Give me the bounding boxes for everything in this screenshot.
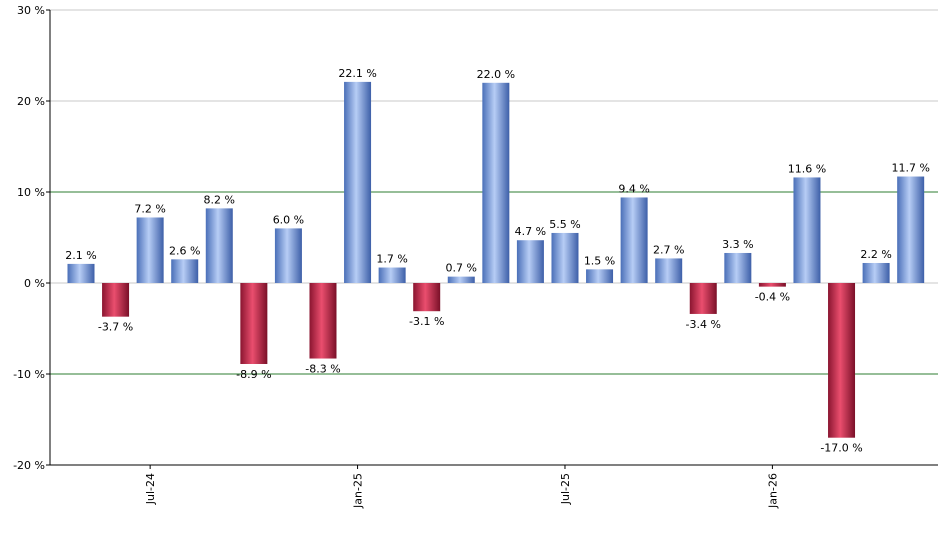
data-label: 3.3 % [722,238,753,251]
bar [240,283,268,364]
bars [67,81,925,438]
bar [205,208,233,283]
data-label: 22.1 % [338,67,376,80]
bar [551,232,579,283]
data-label: 7.2 % [134,202,165,215]
bar [378,267,406,283]
bar [793,177,821,283]
bar [67,263,95,283]
bar [447,276,475,283]
x-tick-label: Jan-26 [766,473,779,509]
x-tick-label: Jan-25 [352,473,365,509]
bar [136,217,164,283]
data-label: 11.7 % [891,162,929,175]
data-label: 2.1 % [65,249,96,262]
bar [897,176,925,283]
data-label: 1.7 % [376,253,407,266]
bar [516,240,544,283]
data-label: -0.4 % [755,291,790,304]
data-label: -3.4 % [686,318,721,331]
data-label: 4.7 % [515,225,546,238]
data-label: -8.9 % [236,368,271,381]
y-tick-label: -20 % [13,459,45,472]
bar [309,283,337,359]
bar [482,82,510,283]
data-label: -3.1 % [409,315,444,328]
data-label: 1.5 % [584,254,615,267]
y-tick-label: 0 % [24,277,45,290]
data-label: 9.4 % [618,182,649,195]
y-tick-label: -10 % [13,368,45,381]
data-label: 2.2 % [860,248,891,261]
bar [274,228,302,283]
bar [620,197,648,283]
data-label: 8.2 % [204,193,235,206]
data-label: 5.5 % [549,218,580,231]
data-label: 11.6 % [788,162,826,175]
bar [689,283,717,314]
data-label: 2.7 % [653,243,684,256]
data-label: -8.3 % [305,363,340,376]
data-label: 22.0 % [477,68,515,81]
bar [828,283,856,438]
data-label: 0.7 % [446,262,477,275]
y-tick-label: 20 % [17,95,45,108]
data-label: -17.0 % [820,442,862,455]
bar [862,262,890,283]
x-tick-label: Jul-24 [144,473,157,505]
bar [586,269,614,283]
y-tick-label: 30 % [17,4,45,17]
data-label: -3.7 % [98,321,133,334]
bar [758,283,786,287]
bar [655,258,683,283]
bar [413,283,441,312]
x-tick-label: Jul-25 [559,473,572,505]
bar [344,81,372,283]
y-tick-label: 10 % [17,186,45,199]
bar [102,283,130,317]
bar [724,252,752,283]
axes: -20 % -10 % 0 % 10 % 20 % 30 % Jul-24 Jan-25 Jul… [13,4,938,509]
data-label: 2.6 % [169,244,200,257]
bar [171,259,199,283]
data-labels: 2.1 % -3.7 % 7.2 % 2.6 % 8.2 % -8.9 % 6.0 % -8.… [65,67,930,455]
data-label: 6.0 % [273,213,304,226]
